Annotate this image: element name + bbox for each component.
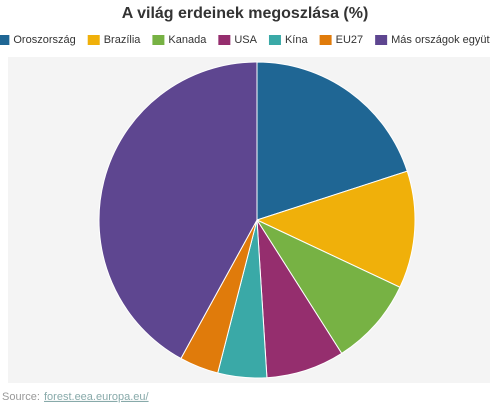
legend-label: Kanada [168,34,207,46]
legend-label: EU27 [336,34,364,46]
pie-slice [256,61,408,221]
legend-swatch [0,35,10,45]
legend-swatch [87,35,100,45]
legend: Oroszország Brazília Kanada USA Kína EU27 Más … [0,34,490,46]
legend-swatch [218,35,231,45]
pie-slice [255,218,401,355]
legend-label: USA [234,34,257,46]
legend-swatch [268,35,281,45]
legend-swatch [319,35,332,45]
source-link[interactable]: forest.eea.europa.eu/ [44,391,150,403]
source-label: Source: [2,391,40,403]
chart-title: A világ erdeinek megoszlása (%) [122,5,369,22]
pie-slice [98,61,258,360]
legend-swatch [375,35,388,45]
pie-slice [255,170,416,288]
legend-label: Más országok együtt [391,34,490,46]
legend-label: Brazília [104,34,142,46]
legend-label: Kína [285,34,309,46]
legend-label: Oroszország [13,34,75,46]
legend-swatch [152,35,165,45]
